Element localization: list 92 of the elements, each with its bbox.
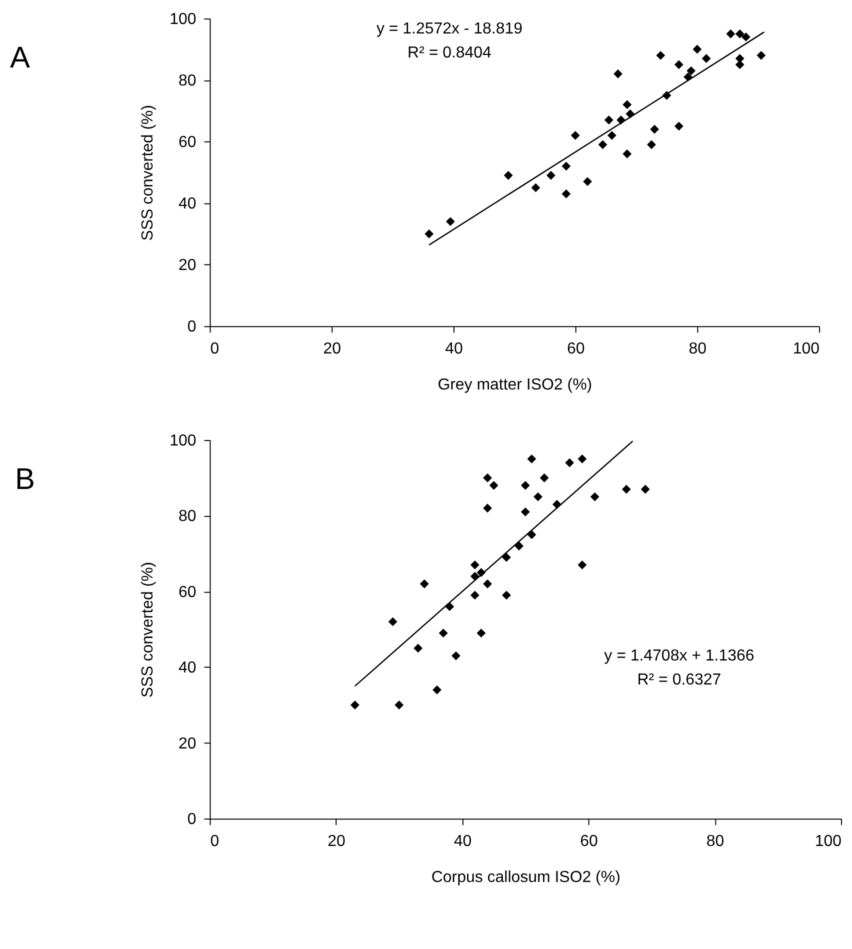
y-tick-label: 20 xyxy=(178,735,196,752)
x-tick-label: 60 xyxy=(566,340,585,358)
annotation: R² = 0.6327 xyxy=(637,672,722,689)
point xyxy=(446,217,455,226)
x-tick-label: 100 xyxy=(814,833,842,850)
point xyxy=(502,552,511,562)
point xyxy=(578,560,587,570)
point xyxy=(650,124,659,134)
point xyxy=(607,130,616,140)
point xyxy=(489,480,498,490)
y-tick-label: 0 xyxy=(187,811,196,828)
x-tick-label: 40 xyxy=(445,340,463,358)
point xyxy=(640,484,650,494)
point xyxy=(622,484,631,494)
x-axis-title: Corpus callosum ISO2 (%) xyxy=(431,868,620,886)
point xyxy=(562,189,571,198)
y-tick-label: 80 xyxy=(178,508,196,526)
point xyxy=(741,32,750,42)
point xyxy=(562,162,571,171)
x-tick-label: 80 xyxy=(688,340,707,358)
y-tick-label: 0 xyxy=(187,318,196,336)
point xyxy=(614,69,622,78)
point xyxy=(598,140,608,150)
point xyxy=(388,617,398,626)
point xyxy=(470,560,480,570)
point xyxy=(692,44,702,54)
point xyxy=(476,628,486,638)
point xyxy=(622,149,632,158)
point xyxy=(756,50,766,60)
point xyxy=(483,579,492,588)
point xyxy=(656,50,666,60)
x-tick-label: 20 xyxy=(323,340,342,358)
point xyxy=(520,480,530,490)
annotation: y = 1.4708x + 1.1366 xyxy=(604,648,754,665)
point xyxy=(420,579,429,588)
y-tick-label: 100 xyxy=(170,432,196,450)
point xyxy=(520,507,530,516)
point xyxy=(504,170,513,180)
point xyxy=(583,177,592,186)
x-tick-label: 20 xyxy=(328,833,346,850)
point xyxy=(647,140,656,150)
point xyxy=(570,130,580,140)
y-axis-title: SSS converted (%) xyxy=(140,104,157,241)
point xyxy=(546,170,556,180)
y-tick-label: 40 xyxy=(178,196,196,213)
point xyxy=(483,504,492,513)
y-tick-label: 40 xyxy=(178,660,196,677)
point xyxy=(531,183,540,192)
y-tick-label: 60 xyxy=(178,584,196,601)
point xyxy=(483,473,492,482)
point xyxy=(702,54,711,63)
point xyxy=(424,229,434,238)
point xyxy=(540,473,549,482)
y-tick-label: 60 xyxy=(178,134,196,152)
point xyxy=(674,122,684,131)
text: B xyxy=(14,462,35,496)
point xyxy=(527,454,536,464)
point xyxy=(350,700,360,710)
point xyxy=(622,100,632,110)
point xyxy=(604,116,614,124)
point xyxy=(502,590,511,600)
point xyxy=(451,651,460,660)
x-tick-label: 0 xyxy=(210,340,220,358)
point xyxy=(470,590,480,600)
point xyxy=(534,492,542,502)
point xyxy=(735,54,744,63)
point xyxy=(578,454,587,464)
x-tick-label: 60 xyxy=(580,833,598,850)
point xyxy=(432,685,442,694)
point xyxy=(414,644,423,653)
y-tick-label: 80 xyxy=(178,72,196,90)
annotation: R² = 0.8404 xyxy=(408,44,492,62)
point xyxy=(394,700,404,710)
x-tick-label: 40 xyxy=(454,833,472,850)
x-tick-label: 0 xyxy=(210,833,220,850)
y-tick-label: 20 xyxy=(178,257,196,274)
point xyxy=(686,66,696,76)
x-tick-label: 100 xyxy=(792,340,820,358)
point xyxy=(438,628,448,638)
point xyxy=(527,530,536,540)
point xyxy=(514,542,524,550)
x-axis-title: Grey matter ISO2 (%) xyxy=(438,376,592,394)
text: A xyxy=(10,41,30,74)
point xyxy=(726,29,736,38)
point xyxy=(674,60,684,70)
point xyxy=(735,29,744,38)
x-tick-label: 80 xyxy=(706,833,724,850)
point xyxy=(565,458,574,468)
point xyxy=(590,492,600,502)
y-axis-title: SSS converted (%) xyxy=(140,562,157,698)
annotation: y = 1.2572x - 18.819 xyxy=(376,20,523,38)
y-tick-label: 100 xyxy=(170,10,196,28)
